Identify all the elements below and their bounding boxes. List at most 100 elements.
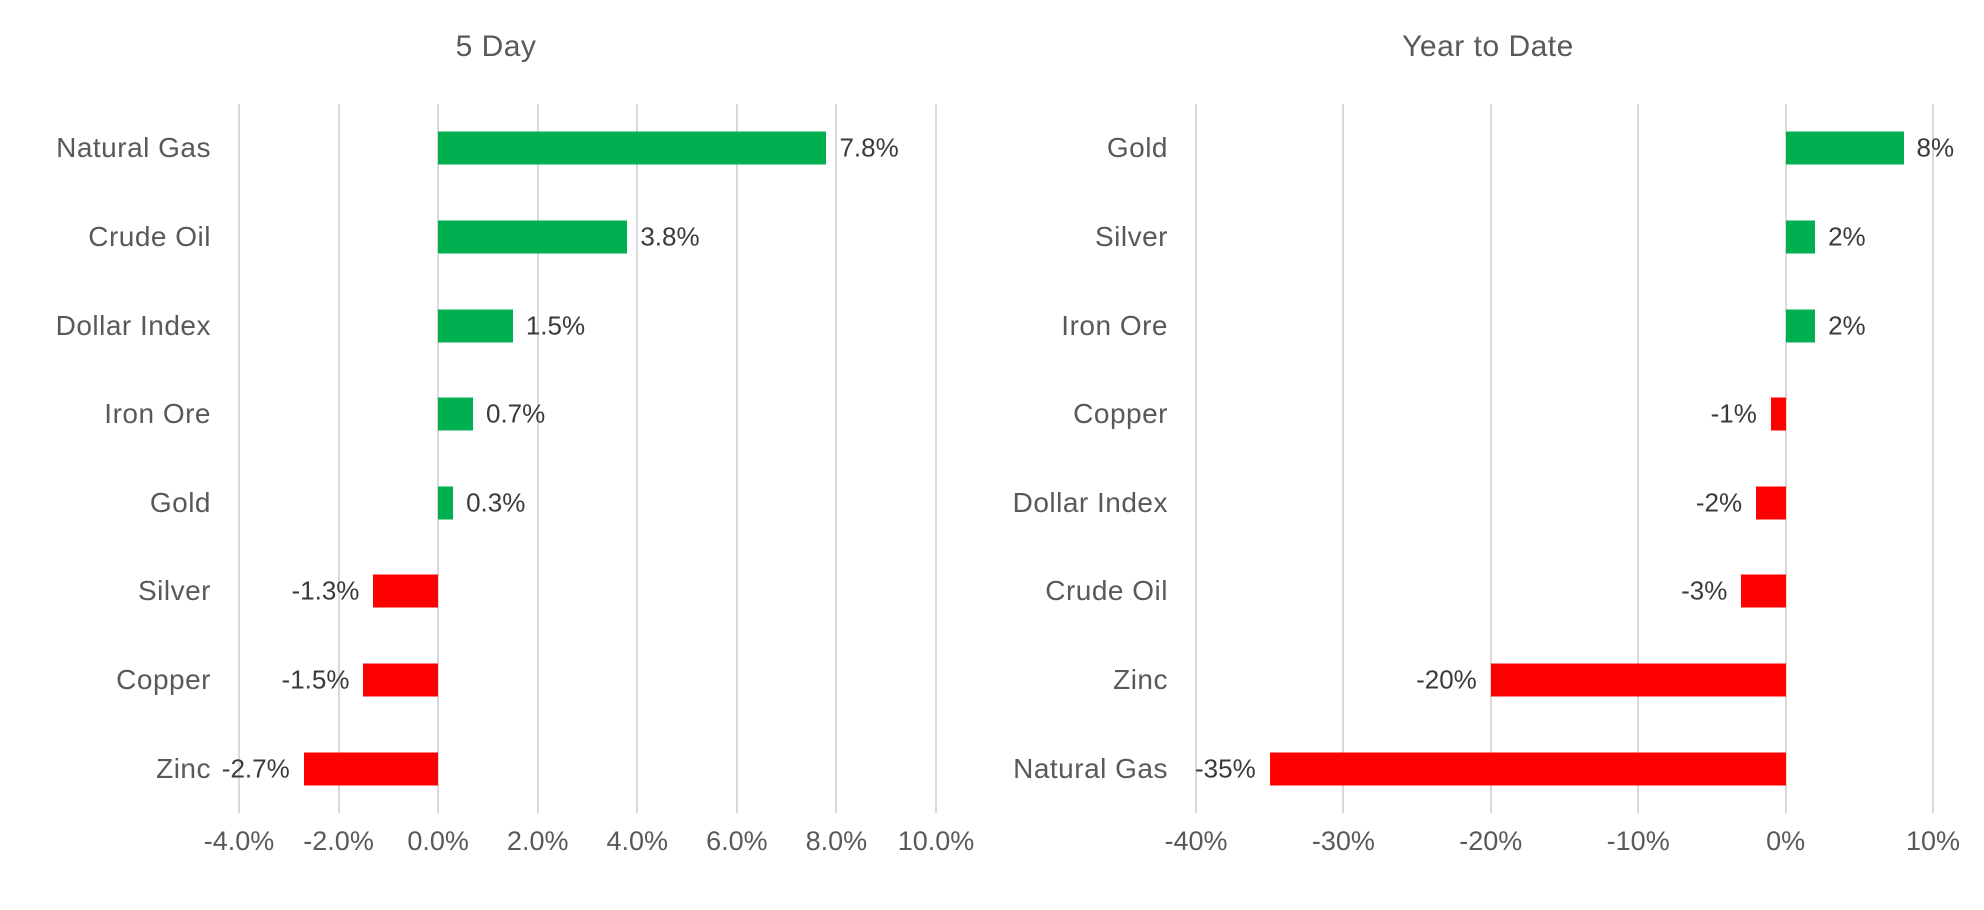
category-label-natural-gas: Natural Gas: [1013, 752, 1168, 784]
value-label-iron-ore: 0.7%: [485, 398, 546, 429]
gridline: [1932, 104, 1934, 813]
plot-area: Gold 8% Silver 2% Iron Ore 2% Copper -1% Dollar …: [1013, 104, 1954, 813]
value-label-gold: 8%: [1916, 132, 1955, 163]
bar-crude-oil: [1741, 574, 1786, 608]
bar-zinc: [1490, 663, 1786, 697]
gridline: [1637, 104, 1640, 813]
chart-row-iron-ore: Iron Ore 0.7%: [104, 370, 936, 459]
x-tick-label: -40%: [1164, 826, 1228, 856]
bar-silver: [1785, 220, 1816, 254]
gridline: [337, 104, 340, 813]
value-label-crude-oil: -3%: [1681, 575, 1728, 606]
gridline: [935, 104, 937, 813]
gridline: [1195, 104, 1197, 813]
bar-zinc: [303, 752, 439, 786]
bar-dollar-index: [438, 309, 513, 343]
x-tick-label: 10%: [1905, 826, 1961, 856]
category-label-zinc: Zinc: [1113, 664, 1168, 696]
gridline: [238, 104, 240, 813]
chart-title: 5 Day: [455, 30, 537, 63]
bar-copper: [363, 663, 439, 697]
bar-dollar-index: [1756, 486, 1786, 520]
chart-row-crude-oil: Crude Oil -3%: [1045, 547, 1933, 636]
value-label-gold: 0.3%: [466, 487, 526, 518]
gridline: [1342, 104, 1345, 813]
category-label-silver: Silver: [137, 575, 211, 607]
category-label-crude-oil: Crude Oil: [1045, 575, 1168, 607]
gridline: [1489, 104, 1492, 813]
gridline: [735, 104, 738, 813]
value-label-zinc: -20%: [1416, 664, 1477, 695]
chart-panel-5-day: 5 Day Natural Gas 7.8% Crude Oil 3.8% Dollar…: [56, 30, 975, 874]
bar-copper: [1770, 397, 1786, 431]
gridline: [636, 104, 639, 813]
x-tick-label: 2.0%: [506, 826, 569, 856]
value-label-zinc: -2.7%: [221, 753, 290, 784]
x-axis: -4.0% -2.0% 0.0% 2.0% 4.0% 6.0% 8.0% 10.0%: [204, 826, 975, 874]
x-tick-label: -2.0%: [303, 826, 374, 856]
chart-row-natural-gas: Natural Gas -35%: [1013, 724, 1933, 813]
chart-row-crude-oil: Crude Oil 3.8%: [88, 193, 936, 282]
x-tick-label: -10%: [1606, 826, 1670, 856]
chart-row-copper: Copper -1.5%: [116, 636, 936, 725]
x-tick-label: 6.0%: [706, 826, 768, 856]
value-label-dollar-index: 1.5%: [525, 310, 586, 341]
plot-area: Natural Gas 7.8% Crude Oil 3.8% Dollar Index…: [56, 104, 937, 813]
bar-iron-ore: [438, 397, 473, 431]
category-label-copper: Copper: [1073, 398, 1168, 430]
chart-row-zinc: Zinc -2.7%: [156, 724, 936, 813]
chart-row-silver: Silver -1.3%: [138, 547, 936, 636]
value-label-natural-gas: 7.8%: [839, 132, 899, 163]
category-label-iron-ore: Iron Ore: [1061, 309, 1168, 341]
bar-natural-gas: [1269, 752, 1786, 786]
bar-gold: [438, 486, 454, 520]
category-label-zinc: Zinc: [156, 752, 211, 784]
category-label-crude-oil: Crude Oil: [88, 220, 211, 252]
bar-crude-oil: [438, 220, 628, 254]
value-label-copper: -1.5%: [281, 664, 350, 695]
bar-gold: [1785, 131, 1904, 165]
chart-row-silver: Silver 2%: [1095, 193, 1933, 282]
x-tick-label: 0%: [1766, 826, 1806, 856]
chart-row-iron-ore: Iron Ore 2%: [1061, 281, 1933, 370]
value-label-crude-oil: 3.8%: [640, 221, 700, 252]
bar-natural-gas: [438, 131, 827, 165]
chart-row-gold: Gold 8%: [1107, 104, 1954, 193]
chart-row-dollar-index: Dollar Index 1.5%: [56, 281, 936, 370]
category-label-natural-gas: Natural Gas: [56, 132, 211, 164]
chart-title: Year to Date: [1402, 30, 1574, 63]
category-label-dollar-index: Dollar Index: [1012, 486, 1168, 518]
value-label-iron-ore: 2%: [1828, 310, 1866, 341]
gridline: [536, 104, 539, 813]
category-label-gold: Gold: [1106, 132, 1168, 164]
value-label-natural-gas: -35%: [1194, 753, 1256, 784]
chart-row-natural-gas: Natural Gas 7.8%: [56, 104, 936, 193]
value-label-silver: 2%: [1828, 221, 1866, 252]
bar-silver: [373, 574, 439, 608]
value-label-copper: -1%: [1710, 398, 1757, 429]
category-label-iron-ore: Iron Ore: [104, 398, 211, 430]
x-tick-label: 10.0%: [897, 826, 975, 856]
gridline: [437, 104, 440, 813]
value-label-dollar-index: -2%: [1695, 487, 1743, 518]
chart-row-dollar-index: Dollar Index -2%: [1013, 459, 1933, 548]
x-tick-label: 4.0%: [606, 826, 669, 856]
value-label-silver: -1.3%: [291, 575, 360, 606]
chart-panel-year-to-date: Year to Date Gold 8% Silver 2% Iron Ore 2% Cop…: [992, 0, 1984, 910]
gridline: [835, 104, 838, 813]
category-label-silver: Silver: [1094, 220, 1168, 252]
gridline: [1784, 104, 1787, 813]
x-tick-label: -4.0%: [203, 826, 275, 856]
x-tick-label: -20%: [1459, 826, 1523, 856]
chart-row-gold: Gold 0.3%: [150, 459, 936, 548]
category-label-gold: Gold: [149, 486, 211, 518]
x-tick-label: -30%: [1311, 826, 1375, 856]
x-axis: -40% -30% -20% -10% 0% 10%: [1164, 826, 1960, 874]
chart-row-copper: Copper -1%: [1073, 370, 1933, 459]
x-tick-label: 8.0%: [805, 826, 868, 856]
bar-iron-ore: [1785, 309, 1816, 343]
category-label-copper: Copper: [116, 664, 211, 696]
chart-row-zinc: Zinc -20%: [1113, 636, 1933, 725]
category-label-dollar-index: Dollar Index: [55, 309, 211, 341]
x-tick-label: 0.0%: [407, 826, 469, 856]
